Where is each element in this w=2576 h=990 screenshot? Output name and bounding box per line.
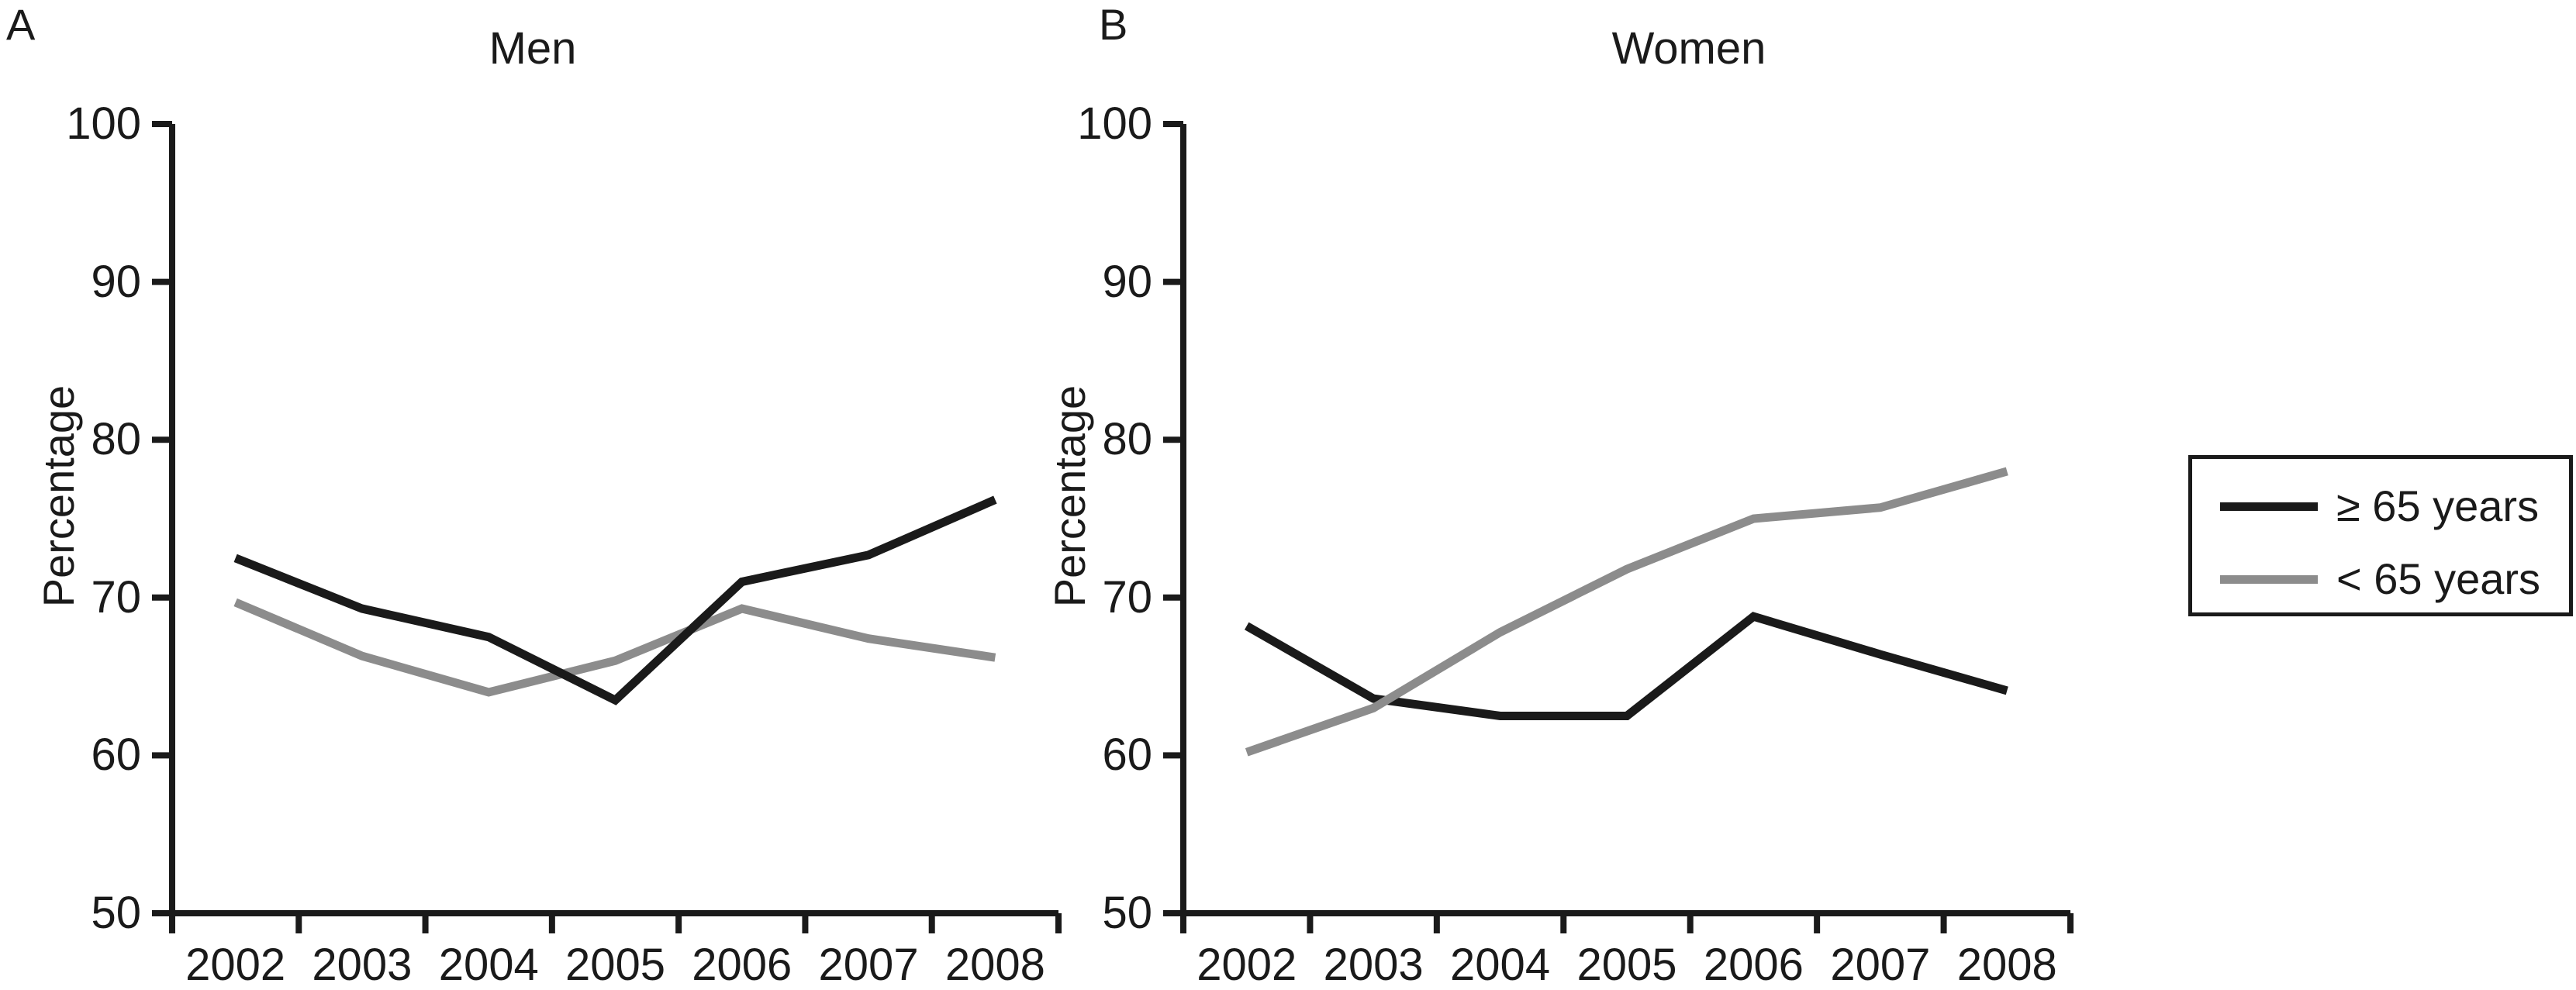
panel-a-plot bbox=[152, 121, 1062, 933]
x-axis-year-label: 2002 bbox=[1196, 940, 1297, 990]
x-axis-year-label: 2005 bbox=[565, 940, 666, 990]
panel-b-letter: B bbox=[1099, 0, 1128, 49]
legend-item-over-65: ≥ 65 years bbox=[2220, 481, 2539, 531]
series-line-under-65-women bbox=[1245, 467, 2008, 757]
series-line-over-65-men bbox=[233, 495, 997, 705]
x-axis-year-label: 2006 bbox=[1703, 940, 1804, 990]
x-axis-year-label: 2005 bbox=[1576, 940, 1677, 990]
y-tick-label: 50 bbox=[91, 888, 141, 938]
x-axis-year-label: 2007 bbox=[1830, 940, 1931, 990]
legend-item-under-65: < 65 years bbox=[2220, 554, 2540, 604]
legend-label-under-65: < 65 years bbox=[2336, 554, 2541, 603]
x-axis-year-label: 2004 bbox=[438, 940, 539, 990]
y-tick-label: 80 bbox=[1102, 414, 1152, 465]
panel-a-title: Men bbox=[489, 23, 577, 74]
x-axis-year-label: 2008 bbox=[1956, 940, 2057, 990]
legend-line-swatch-over-65 bbox=[2220, 502, 2318, 511]
y-tick-label: 70 bbox=[91, 571, 141, 623]
x-axis-year-label: 2003 bbox=[312, 940, 413, 990]
x-axis-year-label: 2002 bbox=[185, 940, 286, 990]
y-tick-label: 60 bbox=[91, 730, 141, 781]
panel-a-letter: A bbox=[6, 0, 36, 49]
legend-label-over-65: ≥ 65 years bbox=[2336, 481, 2540, 530]
legend-line-swatch-under-65 bbox=[2220, 574, 2318, 584]
y-tick-label: 50 bbox=[1102, 888, 1152, 938]
y-tick-label: 90 bbox=[91, 256, 141, 307]
series-line-over-65-women bbox=[1244, 612, 2008, 720]
legend: ≥ 65 years < 65 years bbox=[2188, 455, 2573, 616]
x-axis-year-label: 2008 bbox=[944, 940, 1045, 990]
y-tick-label: 60 bbox=[1102, 730, 1152, 781]
panel-b-plot bbox=[1163, 121, 2074, 933]
x-axis-year-label: 2007 bbox=[818, 940, 919, 990]
y-tick-label: 100 bbox=[66, 98, 141, 149]
series-line-under-65-men bbox=[233, 598, 996, 697]
y-tick-label: 80 bbox=[91, 414, 141, 465]
y-tick-label: 100 bbox=[1077, 98, 1152, 149]
panel-b-title: Women bbox=[1611, 23, 1766, 74]
x-axis-year-label: 2004 bbox=[1450, 940, 1551, 990]
y-tick-label: 90 bbox=[1102, 256, 1152, 307]
y-tick-label: 70 bbox=[1102, 571, 1152, 623]
x-axis-year-label: 2006 bbox=[692, 940, 792, 990]
x-axis-year-label: 2003 bbox=[1323, 940, 1424, 990]
